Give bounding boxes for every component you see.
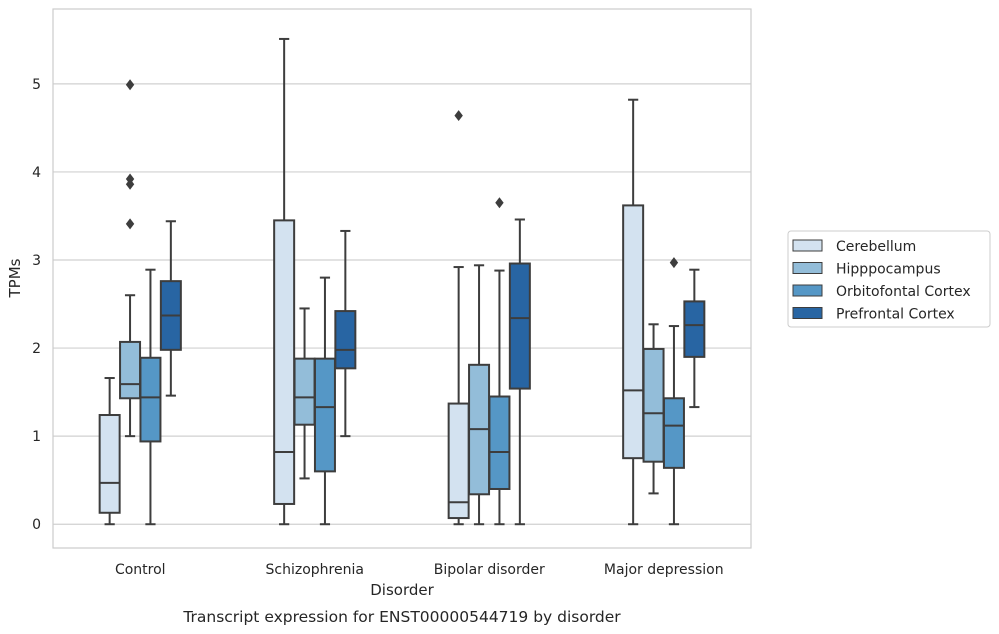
box-iqr [293, 357, 316, 426]
box-cerebellum-1 [273, 37, 296, 526]
outlier-point [125, 218, 135, 230]
plot-frame [52, 8, 752, 549]
box-iqr [98, 414, 121, 514]
y-tick-label: 0 [32, 517, 41, 533]
legend-swatch [792, 239, 823, 252]
box-prefrontal-cortex-1 [334, 229, 357, 438]
box-iqr [508, 262, 531, 390]
figure-caption: Transcript expression for ENST0000054471… [182, 608, 621, 626]
x-tick-label: Control [115, 562, 166, 578]
box-hipppocampus-1 [293, 307, 316, 480]
box-iqr [488, 395, 511, 490]
box-iqr [313, 357, 336, 473]
box-prefrontal-cortex-3 [683, 268, 706, 409]
y-tick-labels: 0 1 2 3 4 5 [32, 77, 41, 533]
legend-swatch [792, 262, 823, 274]
box-orbitofontal-cortex-3 [662, 257, 685, 526]
legend-swatch [792, 284, 823, 297]
box-iqr [622, 204, 645, 460]
y-tick-label: 4 [32, 165, 41, 181]
box-iqr [334, 310, 357, 370]
x-tick-labels: Control Schizophrenia Bipolar disorder Majo… [115, 562, 724, 578]
y-tick-label: 1 [32, 429, 41, 445]
legend-label: Hipppocampus [836, 262, 941, 278]
box-iqr [683, 300, 706, 358]
box-hipppocampus-3 [642, 323, 665, 495]
box-orbitofontal-cortex-0 [139, 268, 162, 526]
x-tick-label: Major depression [604, 562, 724, 578]
legend-frame [787, 230, 991, 328]
outlier-point [125, 79, 135, 91]
y-tick-label: 3 [32, 253, 41, 269]
y-axis-title: TPMs [6, 258, 24, 298]
legend-label: Prefrontal Cortex [836, 307, 955, 323]
box-iqr [662, 397, 685, 469]
box-hipppocampus-2 [468, 264, 491, 526]
box-cerebellum-3 [622, 98, 645, 526]
box-iqr [119, 340, 142, 400]
box-cerebellum-0 [98, 377, 121, 526]
legend-label: Orbitofontal Cortex [836, 284, 971, 300]
x-tick-label: Bipolar disorder [434, 562, 545, 578]
outlier-point [495, 197, 504, 209]
legend: Cerebellum Hipppocampus Orbitofontal Corte… [787, 230, 991, 328]
outlier-point [669, 257, 679, 269]
box-cerebellum-2 [447, 110, 470, 526]
box-iqr [642, 347, 665, 463]
y-tick-label: 2 [32, 341, 41, 357]
outlier-point [454, 110, 463, 122]
box-hipppocampus-0 [119, 79, 142, 438]
y-tick-label: 5 [32, 77, 41, 93]
box-iqr [273, 219, 296, 505]
legend-swatch [792, 307, 823, 319]
box-prefrontal-cortex-2 [508, 218, 531, 526]
box-orbitofontal-cortex-2 [488, 197, 511, 526]
box-iqr [447, 402, 470, 520]
outlier-point [125, 173, 135, 185]
x-tick-label: Schizophrenia [266, 562, 364, 578]
x-axis-title: Disorder [370, 581, 434, 599]
box-orbitofontal-cortex-1 [313, 276, 336, 526]
box-prefrontal-cortex-0 [159, 220, 182, 397]
box-plots [98, 37, 706, 526]
box-iqr [139, 356, 162, 443]
legend-label: Cerebellum [836, 239, 916, 255]
